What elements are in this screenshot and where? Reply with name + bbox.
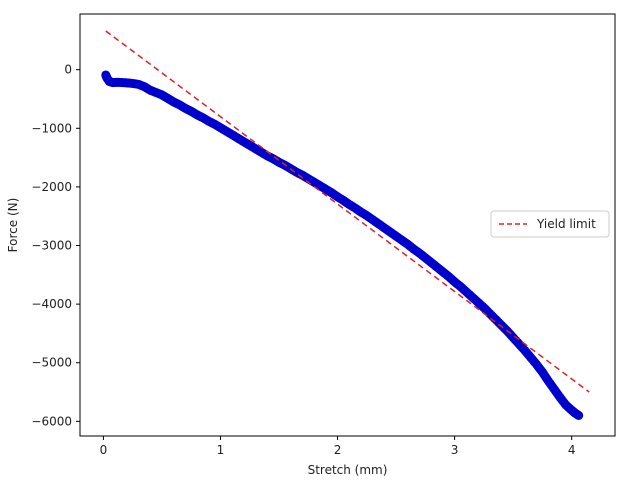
y-tick-label: −3000 (31, 239, 72, 253)
plot-area (101, 30, 590, 420)
scatter-point (574, 410, 584, 420)
y-tick-label: −4000 (31, 297, 72, 311)
y-tick-label: −2000 (31, 180, 72, 194)
x-axis: 0 1 2 3 4 (100, 436, 576, 457)
plot-frame (79, 13, 616, 437)
y-axis-label: Force (N) (6, 198, 20, 253)
x-tick-label: 0 (100, 443, 108, 457)
yield-limit-line (105, 30, 590, 393)
force-scatter-series (101, 70, 584, 420)
x-tick-label: 1 (217, 443, 225, 457)
yield-limit-series (105, 30, 590, 393)
x-tick-label: 2 (334, 443, 342, 457)
x-tick-label: 4 (568, 443, 576, 457)
legend-box (490, 210, 610, 238)
x-axis-label: Stretch (mm) (308, 463, 388, 477)
y-tick-label: −6000 (31, 414, 72, 428)
y-tick-label: −1000 (31, 121, 72, 135)
legend-label-yield-limit: Yield limit (536, 217, 596, 231)
y-axis: 0 −1000 −2000 −3000 −4000 −5000 −6000 (31, 63, 80, 428)
y-tick-label: −5000 (31, 356, 72, 370)
legend: Yield limit (490, 210, 610, 238)
x-tick-label: 3 (451, 443, 459, 457)
y-tick-label: 0 (64, 63, 72, 77)
